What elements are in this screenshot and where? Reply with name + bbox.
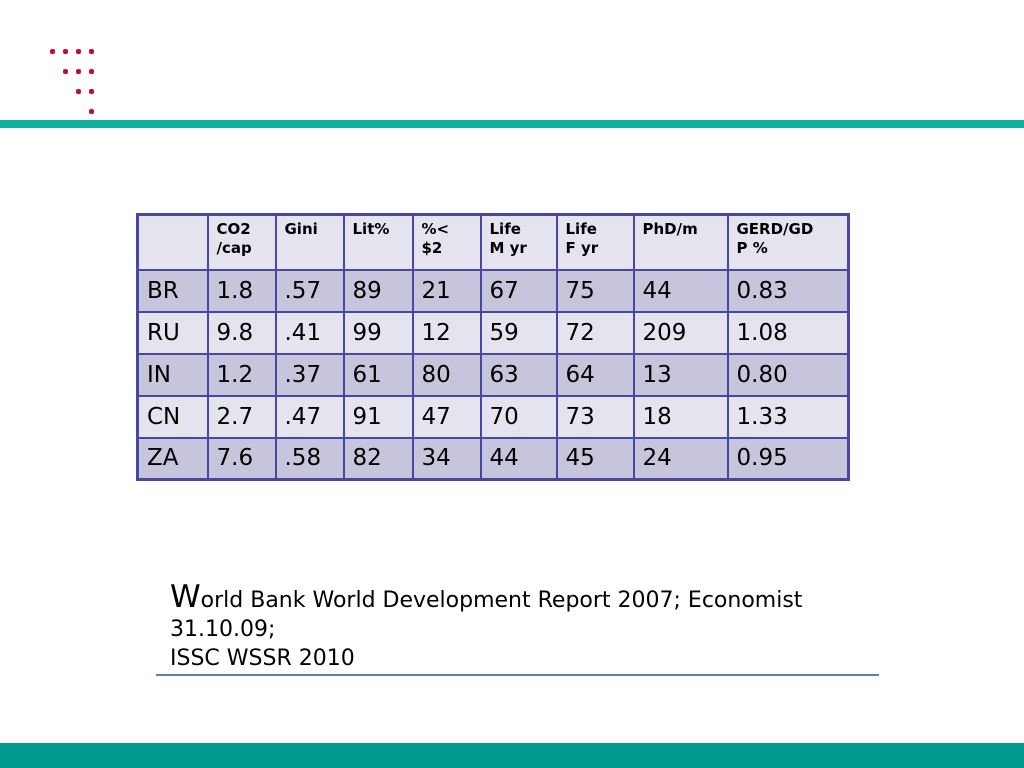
dot-row [50, 89, 94, 94]
value-cell: 70 [479, 394, 558, 439]
column-header: Life F yr [555, 213, 635, 271]
value-cell: 21 [411, 268, 482, 313]
value-cell: 18 [632, 394, 729, 439]
value-cell: 7.6 [206, 436, 277, 481]
column-header: Gini [274, 213, 345, 271]
value-cell: 72 [555, 310, 635, 355]
country-code-cell: IN [136, 352, 209, 397]
top-divider-rule [0, 120, 1024, 128]
value-cell: 47 [411, 394, 482, 439]
brics-indicators-table: CO2 /cap Gini Lit% %< $2 Life M yr Life F yr P… [136, 213, 850, 481]
column-header: PhD/m [632, 213, 729, 271]
citation-underline-rule [156, 674, 879, 676]
value-cell: 67 [479, 268, 558, 313]
value-cell: .37 [274, 352, 345, 397]
column-header: %< $2 [411, 213, 482, 271]
dot [89, 69, 94, 74]
table-header-row: CO2 /cap Gini Lit% %< $2 Life M yr Life F yr P… [136, 213, 850, 271]
dots-decoration [50, 49, 94, 129]
value-cell: 44 [479, 436, 558, 481]
value-cell: 1.33 [726, 394, 850, 439]
value-cell: 63 [479, 352, 558, 397]
value-cell: 80 [411, 352, 482, 397]
value-cell: 1.2 [206, 352, 277, 397]
value-cell: 1.08 [726, 310, 850, 355]
value-cell: 34 [411, 436, 482, 481]
value-cell: 75 [555, 268, 635, 313]
value-cell: 44 [632, 268, 729, 313]
dot [89, 49, 94, 54]
citation-line-text: orld Bank World Development Report 2007;… [200, 588, 803, 613]
table-body: BR 1.8.57 89 21 67 75 44 0.83 RU 9.8.41 99 12 59 72 20… [136, 268, 850, 481]
value-cell: 91 [342, 394, 414, 439]
country-code-cell: ZA [136, 436, 209, 481]
bottom-bar [0, 743, 1024, 768]
table-row: RU 9.8.41 99 12 59 72 209 1.08 [136, 310, 850, 355]
value-cell: 99 [342, 310, 414, 355]
dot-row [50, 109, 94, 114]
dot [50, 49, 55, 54]
value-cell: 59 [479, 310, 558, 355]
dot-row [50, 69, 94, 74]
country-code-cell: RU [136, 310, 209, 355]
dot [76, 69, 81, 74]
value-cell: 0.95 [726, 436, 850, 481]
citation-text: World Bank World Development Report 2007… [170, 582, 890, 673]
table-row: BR 1.8.57 89 21 67 75 44 0.83 [136, 268, 850, 313]
value-cell: .58 [274, 436, 345, 481]
value-cell: 12 [411, 310, 482, 355]
citation-line: 31.10.09; [170, 617, 276, 642]
value-cell: .57 [274, 268, 345, 313]
value-cell: 82 [342, 436, 414, 481]
value-cell: .47 [274, 394, 345, 439]
dot [89, 89, 94, 94]
table-row: ZA 7.6.58 82 34 44 45 24 0.95 [136, 436, 850, 481]
dot [63, 69, 68, 74]
value-cell: 73 [555, 394, 635, 439]
citation-initial: W [170, 579, 201, 615]
dot-row [50, 49, 94, 54]
value-cell: 1.8 [206, 268, 277, 313]
citation-line: ISSC WSSR 2010 [170, 646, 355, 671]
table-row: IN 1.2.37 61 80 63 64 13 0.80 [136, 352, 850, 397]
table-row: CN 2.7.47 91 47 70 73 18 1.33 [136, 394, 850, 439]
column-header: GERD/GD P % [726, 213, 850, 271]
value-cell: 64 [555, 352, 635, 397]
country-code-cell: BR [136, 268, 209, 313]
value-cell: 209 [632, 310, 729, 355]
country-code-cell: CN [136, 394, 209, 439]
value-cell: 24 [632, 436, 729, 481]
column-header: Life M yr [479, 213, 558, 271]
value-cell: 89 [342, 268, 414, 313]
value-cell: 0.80 [726, 352, 850, 397]
dot [63, 49, 68, 54]
value-cell: 45 [555, 436, 635, 481]
dot [76, 49, 81, 54]
column-header: Lit% [342, 213, 414, 271]
dot [89, 109, 94, 114]
value-cell: .41 [274, 310, 345, 355]
value-cell: 2.7 [206, 394, 277, 439]
column-header [136, 213, 209, 271]
dot [76, 89, 81, 94]
value-cell: 13 [632, 352, 729, 397]
value-cell: 0.83 [726, 268, 850, 313]
value-cell: 9.8 [206, 310, 277, 355]
value-cell: 61 [342, 352, 414, 397]
column-header: CO2 /cap [206, 213, 277, 271]
citation-line: World Bank World Development Report 2007… [170, 582, 890, 615]
